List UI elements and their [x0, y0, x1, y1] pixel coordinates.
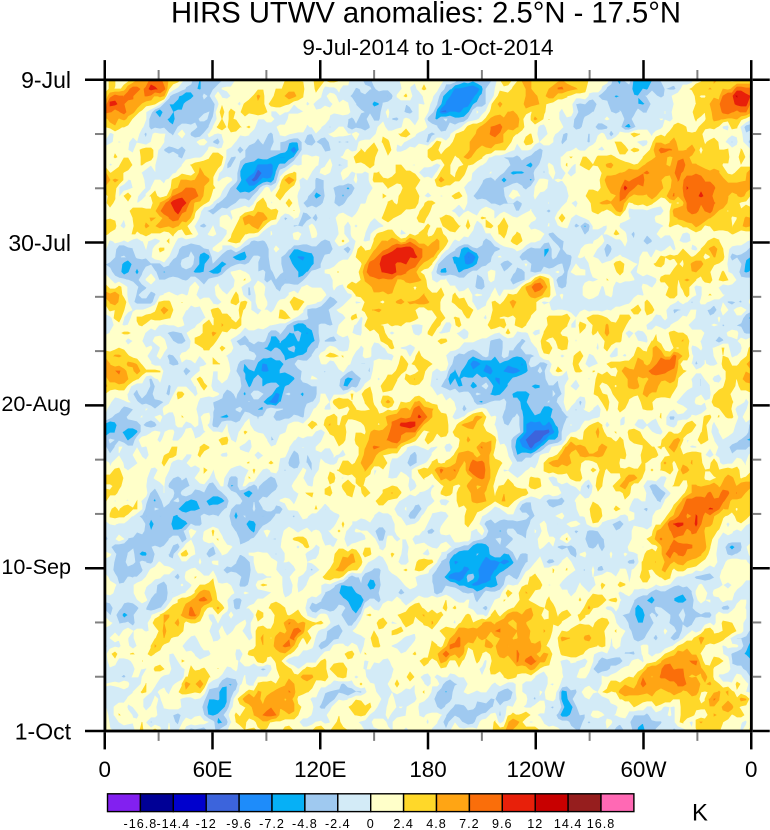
svg-text:-12: -12	[196, 817, 217, 830]
svg-text:180: 180	[409, 757, 446, 782]
svg-text:16.8: 16.8	[587, 817, 616, 830]
svg-text:-14.4: -14.4	[156, 817, 190, 830]
svg-text:120W: 120W	[507, 757, 566, 782]
svg-text:7.2: 7.2	[459, 817, 480, 830]
svg-text:K: K	[692, 799, 708, 826]
svg-text:0: 0	[367, 817, 375, 830]
svg-text:0: 0	[745, 757, 757, 782]
svg-text:0: 0	[99, 757, 111, 782]
svg-text:30-Jul: 30-Jul	[8, 230, 71, 256]
svg-text:120E: 120E	[294, 757, 346, 782]
svg-text:-4.8: -4.8	[292, 817, 318, 830]
svg-text:-2.4: -2.4	[325, 817, 351, 830]
svg-text:14.4: 14.4	[554, 817, 583, 830]
svg-text:9-Jul: 9-Jul	[21, 67, 71, 93]
svg-text:60W: 60W	[620, 757, 667, 782]
svg-text:12: 12	[527, 817, 543, 830]
svg-text:-9.6: -9.6	[226, 817, 252, 830]
svg-text:10-Sep: 10-Sep	[1, 554, 71, 579]
svg-text:9.6: 9.6	[492, 817, 513, 830]
svg-text:20-Aug: 20-Aug	[1, 391, 71, 416]
svg-text:60E: 60E	[193, 757, 233, 782]
svg-text:4.8: 4.8	[426, 817, 447, 830]
svg-text:-16.8: -16.8	[124, 817, 158, 830]
svg-text:9-Jul-2014 to 1-Oct-2014: 9-Jul-2014 to 1-Oct-2014	[302, 35, 553, 60]
svg-text:1-Oct: 1-Oct	[15, 718, 72, 744]
svg-text:2.4: 2.4	[393, 817, 414, 830]
svg-text:HIRS UTWV anomalies: 2.5°N - 1: HIRS UTWV anomalies: 2.5°N - 17.5°N	[171, 0, 681, 30]
svg-text:-7.2: -7.2	[259, 817, 285, 830]
